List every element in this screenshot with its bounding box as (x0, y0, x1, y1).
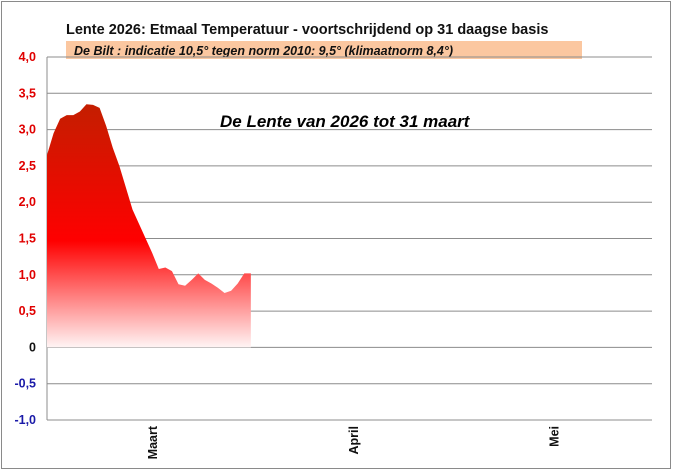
y-tick-label: 0 (29, 340, 36, 354)
y-tick-label: 3,0 (19, 123, 36, 137)
y-tick-label: -0,5 (14, 377, 36, 391)
y-tick-label: 2,0 (19, 195, 36, 209)
y-tick-label: 3,5 (19, 86, 36, 100)
y-tick-label: 0,5 (19, 304, 36, 318)
x-tick-label: April (347, 426, 361, 454)
x-tick-label: Mei (547, 426, 561, 447)
subtitle-box (66, 41, 582, 59)
y-axis-ticks: 4,0 3,5 3,0 2,5 2,0 1,5 1,0 0,5 0 -0,5 -1,0 (14, 50, 36, 427)
y-tick-label: 1,5 (19, 232, 36, 246)
chart-title: Lente 2026: Etmaal Temperatuur - voortsc… (66, 22, 548, 38)
chart-subtitle: De Bilt : indicatie 10,5° tegen norm 201… (74, 44, 453, 58)
y-tick-label: -1,0 (14, 413, 36, 427)
x-axis-ticks: Maart April Mei (146, 425, 561, 459)
y-tick-label: 2,5 (19, 159, 36, 173)
chart-annotation: De Lente van 2026 tot 31 maart (220, 112, 471, 131)
y-tick-label: 4,0 (19, 50, 36, 64)
temperature-area (47, 104, 251, 348)
x-tick-label: Maart (146, 425, 160, 459)
plot-area (47, 104, 251, 348)
y-tick-label: 1,0 (19, 268, 36, 282)
